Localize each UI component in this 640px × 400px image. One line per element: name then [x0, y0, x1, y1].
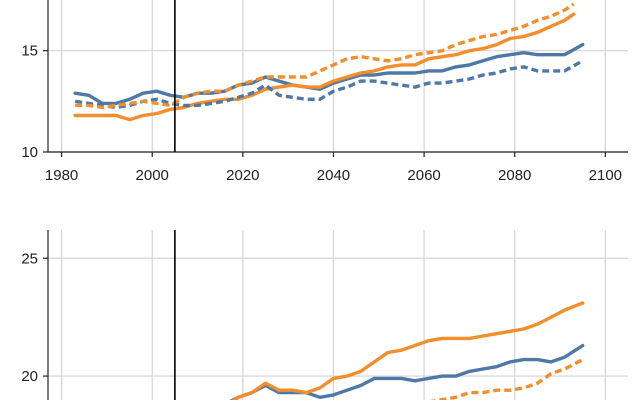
- top-series-orange-solid: [73, 12, 576, 122]
- top-series-group: [73, 2, 585, 122]
- top-x-tick-label: 1980: [45, 167, 78, 184]
- top-y-tick-label: 15: [21, 43, 38, 60]
- top-x-tick-label: 2040: [317, 167, 350, 184]
- top-x-tick-label: 2000: [136, 167, 169, 184]
- top-series-blue-dashed: [74, 59, 584, 110]
- top-x-tick-label: 2020: [226, 167, 259, 184]
- top-x-tick-label: 2080: [498, 167, 531, 184]
- top-series-orange-dashed: [75, 2, 575, 110]
- top-x-tick-label: 2060: [407, 167, 440, 184]
- top-y-tick-label: 10: [21, 144, 38, 161]
- bottom-series-orange-dashed: [430, 358, 584, 400]
- bottom-y-tick-label: 25: [21, 250, 38, 267]
- bottom-series-group: [229, 301, 585, 400]
- bottom-series-orange-solid: [231, 301, 585, 400]
- top-series-blue-solid: [73, 42, 585, 106]
- top-x-tick-label: 2100: [589, 167, 622, 184]
- bottom-series-blue-solid: [229, 343, 585, 400]
- top-chart-panel: 10 15 1980 2000 2020 2040 2060 2080 2100: [21, 0, 628, 184]
- bottom-y-tick-label: 20: [21, 368, 38, 385]
